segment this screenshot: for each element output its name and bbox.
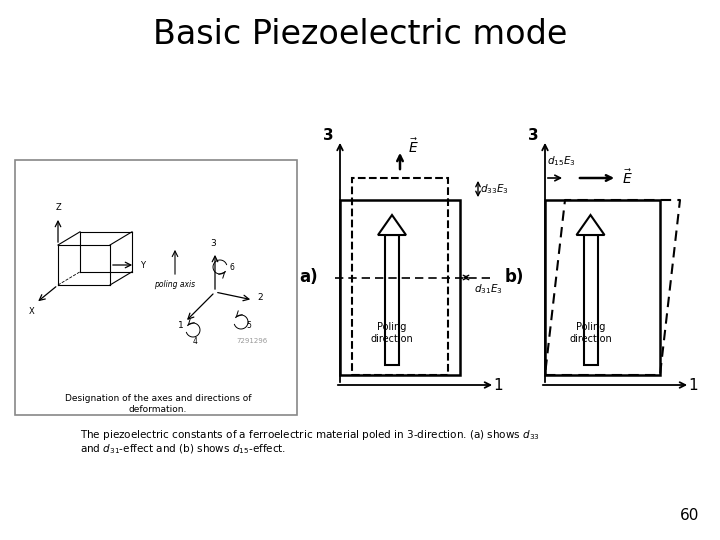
Text: Z: Z — [55, 203, 61, 212]
Polygon shape — [378, 215, 406, 235]
Text: $d_{31}E_3$: $d_{31}E_3$ — [474, 282, 503, 296]
Text: 5: 5 — [246, 321, 251, 329]
Text: Y: Y — [140, 260, 145, 269]
Polygon shape — [385, 235, 399, 365]
Polygon shape — [583, 235, 598, 365]
Text: Basic Piezoelectric mode: Basic Piezoelectric mode — [153, 18, 567, 51]
Bar — [545, 200, 660, 375]
Text: Poling
direction: Poling direction — [371, 322, 413, 344]
Text: 2: 2 — [257, 293, 263, 302]
Text: 1: 1 — [493, 377, 503, 393]
Text: Designation of the axes and directions of: Designation of the axes and directions o… — [65, 394, 251, 403]
Text: 3: 3 — [323, 127, 334, 143]
Text: 1: 1 — [688, 377, 698, 393]
Text: 1: 1 — [178, 321, 184, 330]
Text: The piezoelectric constants of a ferroelectric material poled in 3-direction. (a: The piezoelectric constants of a ferroel… — [80, 428, 540, 442]
Text: poling axis: poling axis — [154, 280, 196, 289]
Polygon shape — [577, 215, 605, 235]
Text: $\vec{E}$: $\vec{E}$ — [408, 138, 419, 156]
Bar — [15, 160, 297, 415]
Text: $d_{15}E_3$: $d_{15}E_3$ — [547, 154, 576, 168]
Text: and $d_{31}$-effect and (b) shows $d_{15}$-effect.: and $d_{31}$-effect and (b) shows $d_{15… — [80, 442, 286, 456]
Text: $\vec{E}$: $\vec{E}$ — [622, 168, 633, 187]
Text: $d_{33}E_3$: $d_{33}E_3$ — [480, 182, 509, 196]
Text: a): a) — [300, 268, 318, 287]
Text: 3: 3 — [210, 239, 216, 248]
Text: 7291296: 7291296 — [236, 338, 268, 344]
Bar — [352, 178, 448, 375]
Text: 4: 4 — [192, 336, 197, 346]
Text: X: X — [29, 307, 35, 316]
Text: 60: 60 — [680, 508, 700, 523]
Text: b): b) — [505, 268, 524, 287]
Text: Poling
direction: Poling direction — [569, 322, 612, 344]
Bar — [340, 200, 460, 375]
Text: 6: 6 — [230, 262, 235, 272]
Text: deformation.: deformation. — [129, 405, 187, 414]
Text: 3: 3 — [528, 127, 539, 143]
